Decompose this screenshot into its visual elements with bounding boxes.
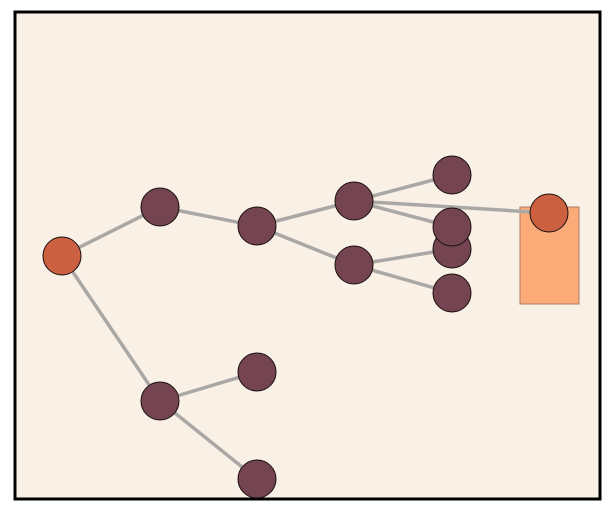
node-c[interactable] xyxy=(334,181,374,221)
node-i[interactable] xyxy=(140,381,180,421)
node-g[interactable] xyxy=(432,207,472,247)
node-goal[interactable] xyxy=(529,193,569,233)
node-e[interactable] xyxy=(432,155,472,195)
node-b[interactable] xyxy=(237,206,277,246)
nodes xyxy=(42,155,569,499)
edge-c-goal xyxy=(353,199,550,215)
node-d[interactable] xyxy=(334,245,374,285)
node-root[interactable] xyxy=(42,236,82,276)
node-j[interactable] xyxy=(237,352,277,392)
node-h[interactable] xyxy=(432,273,472,313)
node-a[interactable] xyxy=(140,187,180,227)
edge-i-k xyxy=(158,399,259,481)
board-frame xyxy=(13,10,602,501)
node-k[interactable] xyxy=(237,459,277,499)
edge-root-i xyxy=(60,255,162,402)
